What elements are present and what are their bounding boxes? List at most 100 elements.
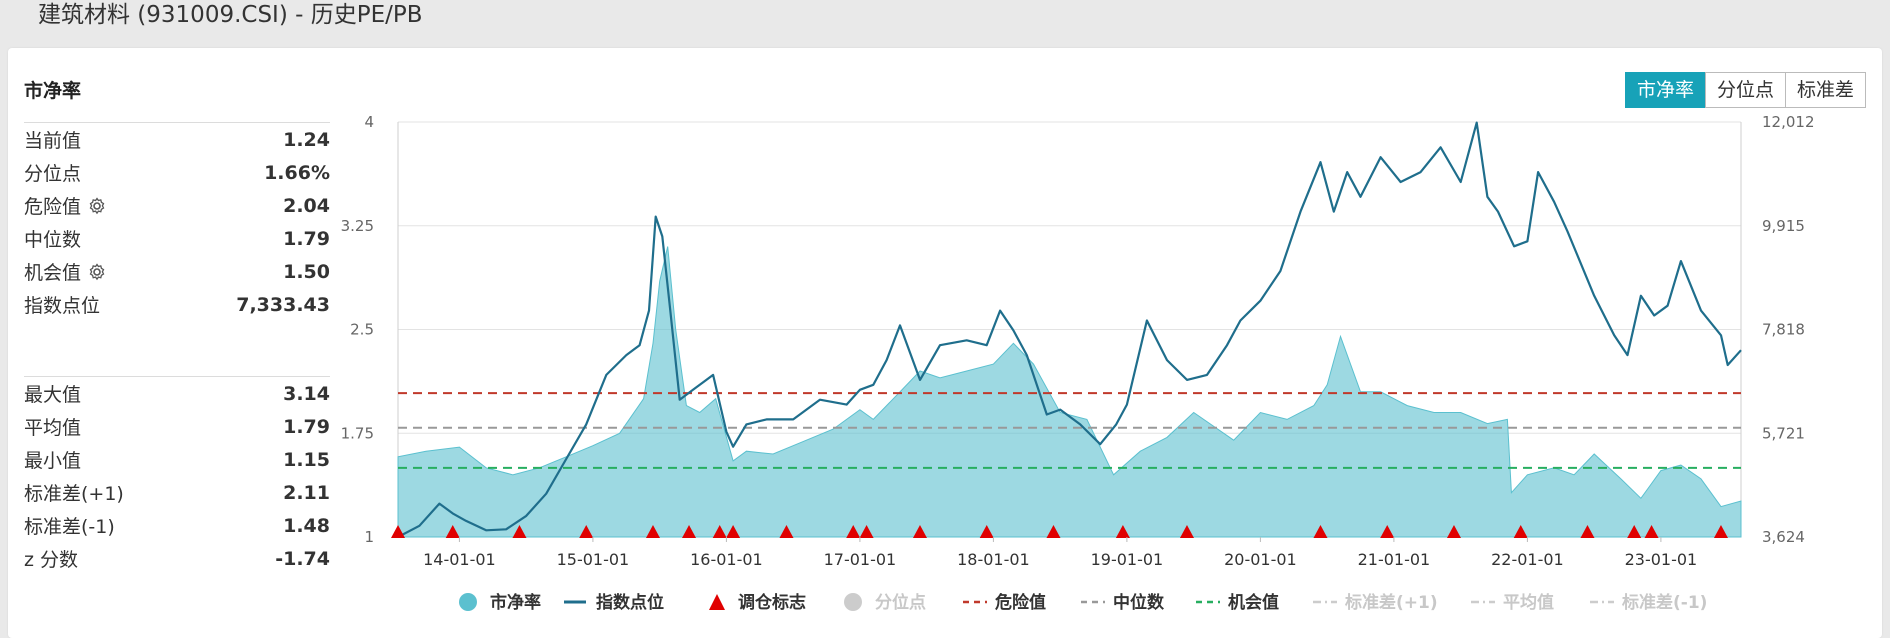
x-tick-label: 17-01-01	[824, 550, 897, 569]
legend-label: 标准差(-1)	[1622, 592, 1707, 613]
stat-row: 机会值 1.50	[24, 255, 330, 288]
stat-row: 分位点 1.66%	[24, 156, 330, 189]
x-tick-label: 19-01-01	[1091, 550, 1164, 569]
stat-label-text: 平均值	[24, 417, 82, 439]
legend-label: 标准差(+1)	[1345, 592, 1438, 613]
stat-value: 1.50	[283, 260, 330, 283]
stats-summary: 最大值 3.14 平均值 1.79 最小值 1.15 标准差(+1) 2.11 标准差(-1) 1…	[24, 376, 330, 575]
legend-symbol	[844, 593, 862, 611]
legend-item[interactable]: 调仓标志	[709, 592, 806, 613]
x-tick-label: 22-01-01	[1491, 550, 1564, 569]
stat-label: z 分数	[24, 545, 78, 572]
rebalance-marker	[1046, 525, 1061, 538]
legend-label: 分位点	[875, 592, 926, 613]
stat-row: 危险值 2.04	[24, 189, 330, 222]
legend-label: 市净率	[490, 592, 541, 613]
stat-row: 中位数 1.79	[24, 222, 330, 255]
stat-label-text: 中位数	[24, 229, 82, 251]
left-tick-label: 3.25	[341, 217, 374, 235]
stat-value: 7,333.43	[236, 293, 330, 316]
stat-row: 最大值 3.14	[24, 377, 330, 410]
legend-item[interactable]: 标准差(+1)	[1313, 592, 1438, 613]
legend-item[interactable]: 标准差(-1)	[1590, 592, 1707, 613]
rebalance-marker	[1627, 525, 1642, 538]
stat-value: -1.74	[275, 547, 330, 570]
legend-label: 机会值	[1228, 592, 1279, 613]
stat-row: 指数点位 7,333.43	[24, 288, 330, 321]
rebalance-marker	[912, 525, 927, 538]
stat-value: 1.79	[283, 415, 330, 438]
rebalance-marker	[645, 525, 660, 538]
left-tick-label: 4	[364, 113, 374, 131]
stat-label: 危险值	[24, 192, 107, 219]
gear-icon[interactable]	[87, 196, 107, 216]
rebalance-marker	[1713, 525, 1728, 538]
x-tick-label: 21-01-01	[1358, 550, 1431, 569]
right-tick-label: 12,012	[1762, 113, 1815, 131]
stat-label: 中位数	[24, 225, 81, 252]
toggle-option[interactable]: 分位点	[1704, 72, 1786, 108]
stat-value: 1.15	[283, 448, 330, 471]
stat-label-text: 机会值	[24, 262, 82, 284]
rebalance-marker	[726, 525, 741, 538]
stat-value: 2.04	[283, 194, 330, 217]
rebalance-marker	[1380, 525, 1395, 538]
stat-label: 平均值	[24, 413, 81, 440]
stat-label-text: 标准差(-1)	[24, 516, 115, 538]
legend-item[interactable]: 分位点	[844, 592, 926, 613]
metric-toggle: 市净率 分位点 标准差	[1624, 72, 1866, 108]
stat-label: 标准差(-1)	[24, 512, 115, 539]
x-tick-label: 15-01-01	[557, 550, 630, 569]
stat-label-text: 最大值	[24, 384, 82, 406]
stat-label: 最大值	[24, 380, 81, 407]
stat-value: 1.48	[283, 514, 330, 537]
stat-label: 分位点	[24, 159, 81, 186]
legend-symbol	[709, 594, 725, 610]
legend-item[interactable]: 危险值	[963, 592, 1046, 613]
rebalance-marker	[682, 525, 697, 538]
panel-title: 市净率	[24, 80, 82, 102]
rebalance-marker	[979, 525, 994, 538]
legend-item[interactable]: 指数点位	[564, 592, 664, 613]
rebalance-marker	[846, 525, 861, 538]
x-tick-label: 20-01-01	[1224, 550, 1297, 569]
right-tick-label: 3,624	[1762, 528, 1805, 546]
legend-item[interactable]: 平均值	[1471, 592, 1554, 613]
legend-item[interactable]: 市净率	[459, 592, 541, 613]
x-tick-label: 16-01-01	[690, 550, 763, 569]
stat-row: 标准差(-1) 1.48	[24, 509, 330, 542]
legend-item[interactable]: 中位数	[1081, 592, 1165, 613]
chart-card: 市净率 当前值 1.24 分位点 1.66% 危险值 2.04 中位数 1.79 机会值 1.50…	[8, 48, 1882, 638]
page-title: 建筑材料 (931009.CSI) - 历史PE/PB	[38, 2, 423, 28]
rebalance-marker	[1179, 525, 1194, 538]
stat-value: 3.14	[283, 382, 330, 405]
stat-row: 当前值 1.24	[24, 123, 330, 156]
rebalance-marker	[1313, 525, 1328, 538]
legend-label: 危险值	[994, 592, 1046, 613]
chart-svg: 1 1.75 2.5 3.25 4 3,624 5,721 7,818 9,915 12,012 1…	[341, 113, 1815, 613]
stat-value: 2.11	[283, 481, 330, 504]
rebalance-marker	[712, 525, 727, 538]
stat-label-text: 指数点位	[24, 295, 101, 317]
right-tick-label: 7,818	[1762, 321, 1805, 339]
rebalance-marker	[1446, 525, 1461, 538]
stat-label: 标准差(+1)	[24, 479, 124, 506]
legend-symbol	[459, 593, 477, 611]
rebalance-marker	[391, 525, 405, 538]
stat-value: 1.66%	[264, 161, 330, 184]
stat-row: 平均值 1.79	[24, 410, 330, 443]
rebalance-marker	[1513, 525, 1528, 538]
legend-item[interactable]: 机会值	[1196, 592, 1279, 613]
x-tick-label: 23-01-01	[1625, 550, 1698, 569]
stat-row: z 分数 -1.74	[24, 542, 330, 575]
rebalance-marker	[1580, 525, 1595, 538]
legend-label: 平均值	[1503, 592, 1554, 613]
pb-area	[397, 246, 1742, 538]
gear-icon[interactable]	[87, 262, 107, 282]
x-tick-label: 18-01-01	[957, 550, 1030, 569]
x-tick-label: 14-01-01	[423, 550, 496, 569]
stat-label: 机会值	[24, 258, 107, 285]
toggle-option[interactable]: 标准差	[1784, 72, 1866, 108]
stat-label-text: 标准差(+1)	[24, 483, 124, 505]
stat-label-text: z 分数	[24, 549, 79, 571]
